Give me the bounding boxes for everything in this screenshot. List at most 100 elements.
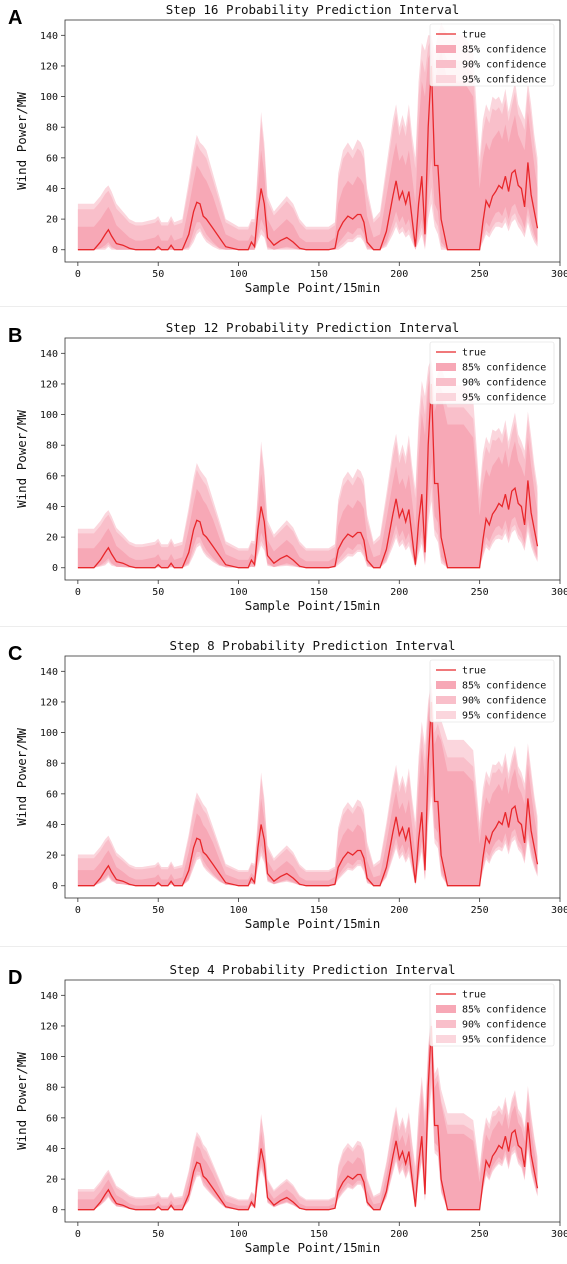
legend-swatch-band (436, 696, 456, 704)
chart-title: Step 16 Probability Prediction Interval (166, 2, 460, 17)
x-tick-label: 150 (310, 269, 328, 280)
x-tick-label: 50 (152, 269, 164, 280)
panel-b: B Step 12 Probability Prediction Interval… (0, 318, 567, 620)
y-axis-label: Wind Power/MW (14, 410, 29, 508)
x-tick-label: 300 (551, 1229, 567, 1240)
y-tick-label: 40 (46, 184, 58, 195)
y-tick-label: 100 (40, 1052, 58, 1063)
legend-label: true (462, 348, 486, 359)
legend-label: 95% confidence (462, 711, 546, 722)
y-tick-label: 120 (40, 61, 58, 72)
y-tick-label: 20 (46, 851, 58, 862)
true-line (77, 1025, 539, 1211)
plot-frame (64, 19, 561, 263)
legend-swatch-band (436, 1035, 456, 1043)
legend-swatch-band (436, 393, 456, 401)
panel-label: B (8, 325, 22, 347)
legend-label: 95% confidence (462, 393, 546, 404)
y-tick-label: 80 (46, 1083, 58, 1094)
legend-box (429, 341, 555, 405)
x-tick-label: 0 (75, 587, 81, 598)
legend-box (429, 983, 555, 1047)
x-axis-label: Sample Point/15min (245, 280, 380, 295)
x-tick-label: 200 (390, 269, 408, 280)
legend-label: 85% confidence (462, 1005, 546, 1016)
panel-c: C Step 8 Probability Prediction Interval 0… (0, 636, 567, 940)
plot-frame (64, 979, 561, 1223)
y-tick-label: 0 (52, 563, 58, 574)
y-tick-label: 140 (40, 349, 58, 360)
x-tick-label: 50 (152, 1229, 164, 1240)
x-tick-label: 0 (75, 269, 81, 280)
true-line (77, 383, 539, 569)
y-tick-label: 0 (52, 245, 58, 256)
plot-frame (64, 337, 561, 581)
x-tick-label: 100 (230, 587, 248, 598)
y-tick-label: 140 (40, 667, 58, 678)
y-tick-label: 80 (46, 759, 58, 770)
legend-label: 85% confidence (462, 681, 546, 692)
legend-label: 90% confidence (462, 378, 546, 389)
y-tick-label: 40 (46, 820, 58, 831)
y-axis-label: Wind Power/MW (14, 728, 29, 826)
x-tick-label: 300 (551, 587, 567, 598)
legend-swatch-band (436, 711, 456, 719)
y-tick-label: 120 (40, 697, 58, 708)
y-tick-label: 120 (40, 1021, 58, 1032)
x-tick-label: 50 (152, 905, 164, 916)
legend-label: 95% confidence (462, 75, 546, 86)
x-tick-label: 200 (390, 1229, 408, 1240)
y-tick-label: 60 (46, 789, 58, 800)
y-tick-label: 100 (40, 92, 58, 103)
legend-label: 85% confidence (462, 45, 546, 56)
y-tick-label: 60 (46, 471, 58, 482)
x-tick-label: 150 (310, 1229, 328, 1240)
legend-swatch-band (436, 45, 456, 53)
legend-label: true (462, 666, 486, 677)
legend-swatch-band (436, 1005, 456, 1013)
x-axis-label: Sample Point/15min (245, 1240, 380, 1255)
y-tick-label: 0 (52, 1205, 58, 1216)
chart-b: B Step 12 Probability Prediction Interval… (8, 320, 567, 613)
y-tick-label: 60 (46, 153, 58, 164)
legend-swatch-band (436, 60, 456, 68)
x-axis-label: Sample Point/15min (245, 916, 380, 931)
y-axis-label: Wind Power/MW (14, 92, 29, 190)
legend-label: 90% confidence (462, 1020, 546, 1031)
legend-label: 85% confidence (462, 363, 546, 374)
x-tick-label: 200 (390, 905, 408, 916)
legend-box (429, 23, 555, 87)
panel-a: A Step 16 Probability Prediction Interval… (0, 0, 567, 304)
x-tick-label: 250 (471, 269, 489, 280)
chart-c: C Step 8 Probability Prediction Interval 0… (8, 638, 567, 931)
x-tick-label: 100 (230, 1229, 248, 1240)
panel-d: D Step 4 Probability Prediction Interval 0… (0, 960, 567, 1264)
plot-frame (64, 655, 561, 899)
x-tick-label: 200 (390, 587, 408, 598)
legend-label: true (462, 30, 486, 41)
x-tick-label: 100 (230, 269, 248, 280)
chart-d: D Step 4 Probability Prediction Interval 0… (8, 962, 567, 1255)
legend-swatch-band (436, 1020, 456, 1028)
legend-swatch-band (436, 681, 456, 689)
x-tick-label: 150 (310, 587, 328, 598)
legend-label: 90% confidence (462, 696, 546, 707)
y-tick-label: 20 (46, 533, 58, 544)
y-tick-label: 140 (40, 31, 58, 42)
legend-label: 90% confidence (462, 60, 546, 71)
x-tick-label: 250 (471, 905, 489, 916)
y-tick-label: 40 (46, 502, 58, 513)
y-tick-label: 60 (46, 1113, 58, 1124)
panel-label: D (8, 967, 22, 989)
y-tick-label: 80 (46, 123, 58, 134)
chart-title: Step 12 Probability Prediction Interval (166, 320, 460, 335)
y-tick-label: 120 (40, 379, 58, 390)
legend-box (429, 659, 555, 723)
true-line (77, 701, 539, 887)
y-tick-label: 0 (52, 881, 58, 892)
y-tick-label: 20 (46, 215, 58, 226)
y-axis-label: Wind Power/MW (14, 1052, 29, 1150)
legend-label: 95% confidence (462, 1035, 546, 1046)
x-axis-label: Sample Point/15min (245, 598, 380, 613)
true-line (77, 65, 539, 251)
